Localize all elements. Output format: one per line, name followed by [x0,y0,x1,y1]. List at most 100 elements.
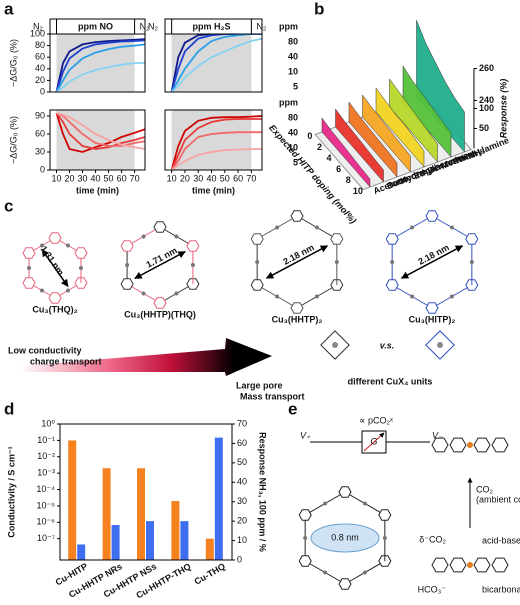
pore-size-arrow [400,245,464,279]
metal-node [40,288,45,293]
conductance-label: G [370,436,377,446]
benzene-ring [449,557,467,573]
z-tick-label: 50 [479,123,489,133]
plot-frame [164,109,263,171]
line-series [170,131,262,171]
y2-tick-label: 20 [237,516,247,526]
bar [146,521,154,560]
metal-node [27,266,32,270]
pore-label: 0.8 nm [331,532,359,542]
metal-node [303,536,308,540]
pore-size-arrow [41,248,69,288]
x-tick-label: 0 [307,131,312,141]
x-tick-label: 70 [246,173,256,183]
versus-label: v.s. [380,340,395,350]
x-tick-label: 6 [336,164,341,174]
cux4-unit [320,330,350,360]
bar [137,468,145,560]
metal-node [469,260,474,264]
line-series [170,115,263,171]
metal-node [314,225,319,230]
x-tick-label: 2 [317,142,322,152]
proportional-label: ∝ pCO₂ˣ [359,415,393,425]
header-gas: N₂ [33,21,43,31]
y-tick-label: 10⁻⁴ [36,484,55,494]
legend-entry: 5 [293,81,298,91]
framework-structure [22,232,88,304]
ribbon [375,87,425,168]
line-series [55,43,146,93]
benzene-ring [153,297,167,309]
metal-node [410,294,415,299]
metal-node [255,260,260,264]
structure-label: Cu₃(HHTP)(THQ) [124,309,196,319]
bar [68,440,77,560]
metal-node [190,263,195,267]
line-series [171,148,262,171]
panel-label: e [288,399,297,418]
benzene-ring [385,233,399,245]
bar [171,500,180,560]
bar [214,437,223,560]
cux4-unit [425,330,455,360]
line-series [171,37,263,93]
y-axis-label: −ΔG/G₀ (%) [8,116,18,164]
trend-right-subtitle: Mass transport [240,391,305,401]
panel-label: c [4,196,13,215]
trend-arrow [20,338,272,376]
cu-center [467,442,473,448]
benzene-ring [473,557,491,573]
y-tick-label: 10⁰ [41,418,55,428]
benzene-ring [153,221,167,233]
x-tick-label: 30 [78,173,88,183]
x-tick-label: 40 [91,173,101,183]
cu-center [437,342,443,348]
y-tick-label: 20 [35,75,45,85]
x-tick-label: 50 [220,173,230,183]
benzene-ring [338,578,352,590]
y-tick-label: 60 [35,128,45,138]
ribbon [321,117,371,188]
x-tick-label: Cu-THQ [193,561,227,587]
benzene-ring [74,247,88,259]
exposure-window [56,110,135,170]
benzene-ring [425,302,439,314]
y-tick-label: 60 [35,52,45,62]
y-axis-label: Conductivity / S cm⁻¹ [6,446,16,537]
x-tick-label: 40 [206,173,216,183]
metal-node [174,234,179,239]
units-caption: different CuX₄ units [348,376,433,386]
pore-size-arrow [265,245,329,279]
adduct-label: acid-base adduct [482,535,520,545]
metal-node [449,294,454,299]
benzene-ring [338,486,352,498]
voltage-plus: V₊ [300,430,311,440]
bar [205,538,214,560]
y-tick-label: 80 [35,40,45,50]
pore-size-label: 1.31 nm [39,244,66,277]
ribbon [335,108,384,183]
bar [102,468,111,560]
y-tick-label: 100 [30,28,45,38]
line-series [55,38,146,93]
trend-left-subtitle: charge transport [30,356,102,366]
y-tick-label: 40 [35,63,45,73]
y2-tick-label: 10 [237,535,247,545]
metal-node [65,243,70,248]
benzene-ring [330,233,344,245]
benzene-ring [473,437,491,453]
header-bar [49,18,146,35]
line-series [55,39,146,93]
legend-title: ppm [279,21,298,31]
reactant-label: CO₂ [476,484,494,494]
metal-node [323,501,328,506]
metal-node [141,234,146,239]
legend-entry: 80 [288,112,298,122]
x-tick-label: 10 [167,173,177,183]
metal-node [362,570,367,575]
benzene-ring [491,437,509,453]
y2-tick-label: 40 [237,477,247,487]
metal-node [125,263,130,267]
legend-entry: 10 [288,66,298,76]
